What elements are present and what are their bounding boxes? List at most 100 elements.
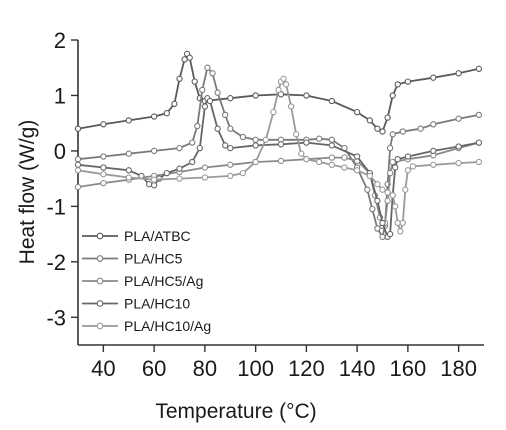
legend-swatch-marker [96, 277, 104, 285]
data-point [455, 159, 462, 167]
data-point [191, 78, 198, 85]
data-point [163, 169, 170, 177]
series-pla-atbc [74, 50, 483, 135]
data-point [353, 167, 361, 174]
legend-swatch-marker [96, 322, 104, 330]
legend-swatch-marker [96, 255, 104, 262]
legend-item: PLA/HC5/Ag [82, 273, 203, 289]
legend-label: PLA/HC5 [124, 251, 183, 267]
data-point [374, 181, 381, 188]
data-point [455, 70, 462, 77]
data-point [328, 142, 335, 149]
y-axis-ticks: 2 1 0 -1 -2 -3 [46, 28, 78, 330]
data-point [227, 172, 234, 180]
legend-swatch-marker [96, 232, 104, 240]
data-point [303, 92, 310, 99]
legend-label: PLA/ATBC [124, 228, 191, 244]
y-tick-label: 2 [54, 28, 66, 53]
data-point [214, 125, 221, 132]
x-tick-label: 160 [390, 356, 427, 381]
y-axis-title: Heat flow (W/g) [16, 120, 39, 265]
data-point [176, 175, 183, 182]
data-point [280, 75, 287, 82]
data-point [252, 158, 259, 166]
legend-label: PLA/HC10 [124, 296, 190, 312]
data-point [399, 219, 406, 227]
data-point [227, 144, 234, 152]
data-point [404, 78, 412, 85]
data-point [379, 186, 386, 193]
data-point [369, 205, 376, 213]
series-line [77, 66, 480, 238]
data-point [341, 164, 348, 171]
data-point [74, 167, 82, 174]
legend-item: PLA/HC10 [82, 296, 190, 312]
data-point [150, 182, 158, 189]
data-point [150, 147, 158, 155]
data-point [275, 86, 282, 94]
series-layer [74, 50, 483, 241]
data-point [430, 74, 437, 81]
data-point [455, 115, 462, 122]
data-point [74, 183, 82, 191]
data-point [293, 131, 300, 138]
data-point [475, 111, 483, 119]
x-tick-label: 40 [91, 356, 115, 381]
x-tick-label: 140 [339, 356, 376, 381]
data-point [252, 92, 259, 99]
data-point [353, 108, 361, 116]
data-point [384, 197, 391, 204]
data-point [163, 110, 170, 117]
data-point [379, 128, 386, 135]
plot-frame [77, 40, 484, 346]
data-point [204, 64, 211, 71]
data-point [252, 136, 259, 143]
data-point [196, 144, 203, 152]
data-point [384, 114, 391, 121]
data-point [150, 113, 158, 120]
data-point [374, 197, 381, 204]
data-point [100, 164, 107, 171]
data-point [277, 157, 285, 165]
data-point [125, 150, 132, 157]
data-point [392, 203, 399, 210]
data-point [176, 144, 183, 152]
y-tick-label: -1 [46, 194, 66, 219]
x-tick-label: 120 [288, 356, 325, 381]
data-point [397, 228, 404, 235]
data-point [282, 81, 290, 88]
data-point [374, 225, 381, 232]
data-point [315, 158, 323, 166]
series-line [77, 97, 480, 238]
data-point [270, 108, 277, 116]
data-point [475, 65, 483, 72]
data-point [74, 125, 82, 132]
data-point [303, 156, 310, 163]
data-point [328, 97, 335, 105]
data-point [394, 81, 401, 88]
data-point [199, 86, 206, 94]
data-point [100, 179, 107, 187]
data-point [455, 143, 462, 150]
data-point [100, 171, 107, 178]
data-point [227, 161, 234, 168]
data-point [341, 154, 348, 161]
data-point [125, 174, 132, 181]
data-point [239, 133, 247, 141]
data-point [201, 174, 209, 181]
data-point [389, 158, 396, 166]
data-point [328, 161, 335, 168]
x-tick-label: 100 [237, 356, 274, 381]
data-point [389, 92, 396, 99]
legend-item: PLA/HC10/Ag [82, 318, 211, 334]
series-pla-hc5 [74, 64, 483, 241]
data-point [386, 230, 394, 238]
data-point [201, 164, 209, 171]
data-point [125, 117, 132, 124]
data-point [404, 153, 412, 160]
data-point [475, 158, 483, 166]
data-point [150, 176, 158, 183]
data-point [227, 125, 234, 132]
legend: PLA/ATBC PLA/HC5 PLA/HC5/Ag PLA/HC10 PLA/HC1… [82, 228, 211, 334]
